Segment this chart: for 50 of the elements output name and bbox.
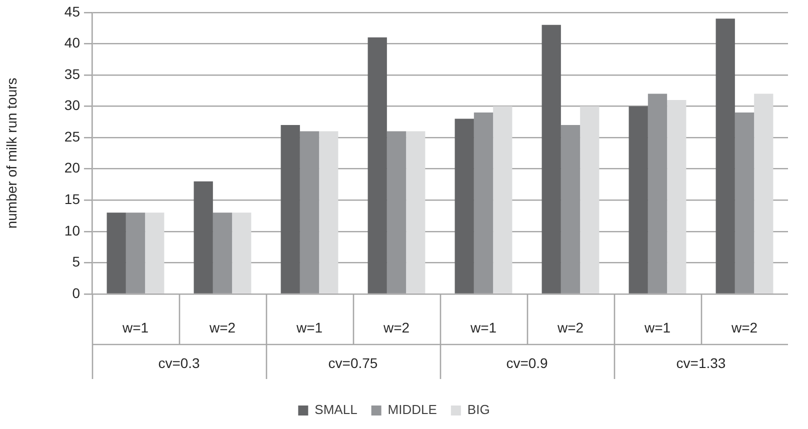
bar xyxy=(232,212,252,294)
bar xyxy=(194,181,213,294)
text: cv=0.75 xyxy=(328,354,378,371)
bar xyxy=(145,212,164,294)
bar xyxy=(628,106,648,294)
legend-label: BIG xyxy=(467,402,490,418)
bar xyxy=(648,94,668,294)
y-tick-label: 5 xyxy=(72,254,80,270)
bar xyxy=(734,112,754,294)
y-tick-label: 20 xyxy=(64,160,80,176)
x-tick-label: w=1 xyxy=(643,319,671,336)
bar xyxy=(560,125,580,294)
y-tick-label: 10 xyxy=(64,222,80,238)
bar xyxy=(212,212,232,294)
legend-label: MIDDLE xyxy=(388,402,438,418)
y-tick-label: 45 xyxy=(64,3,80,20)
text: cv=1.33 xyxy=(676,354,726,371)
bar xyxy=(667,100,686,294)
y-tick-label: 0 xyxy=(72,284,80,301)
bar xyxy=(280,125,300,294)
bar xyxy=(716,18,735,294)
y-tick-label: 40 xyxy=(64,34,80,51)
bar xyxy=(542,24,561,294)
text: cv=0.3 xyxy=(158,354,200,371)
bar xyxy=(580,106,600,294)
x-tick-label: w=2 xyxy=(556,319,584,336)
bar xyxy=(406,131,426,294)
bar xyxy=(126,212,146,294)
x-tick-label: w=1 xyxy=(295,319,323,336)
bar xyxy=(754,94,774,294)
y-tick-label: 25 xyxy=(64,128,80,144)
x-tick-label: w=1 xyxy=(469,319,497,336)
y-tick-label: 30 xyxy=(64,97,80,114)
bar xyxy=(106,212,126,294)
legend-label: SMALL xyxy=(314,402,358,418)
y-axis-title: number of milk run tours xyxy=(3,78,20,229)
y-tick-label: 15 xyxy=(64,190,80,207)
bar xyxy=(474,112,494,294)
y-tick-label: 35 xyxy=(64,66,80,82)
bar xyxy=(493,106,512,294)
text: cv=0.9 xyxy=(506,354,548,371)
bar xyxy=(300,131,320,294)
x-tick-label: w=2 xyxy=(208,319,236,336)
x-tick-label: w=2 xyxy=(730,319,758,336)
bar xyxy=(386,131,406,294)
bar xyxy=(454,118,474,294)
x-tick-label: w=2 xyxy=(382,319,410,336)
bar xyxy=(368,37,387,294)
bar xyxy=(319,131,338,294)
x-tick-label: w=1 xyxy=(121,319,149,336)
